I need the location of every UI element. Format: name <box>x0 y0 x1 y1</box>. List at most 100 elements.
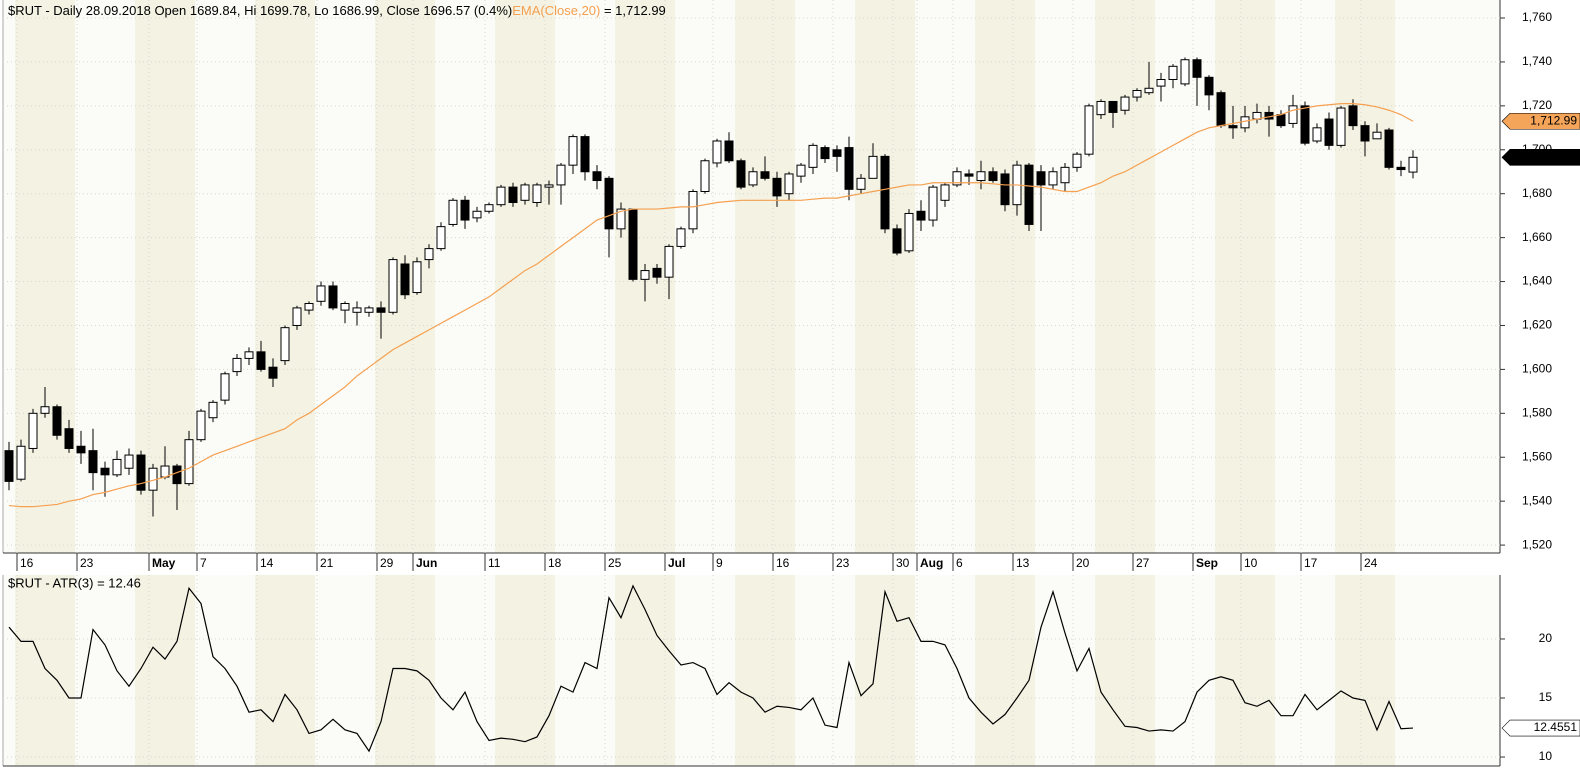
value-tag <box>1501 149 1580 166</box>
week-band <box>1215 0 1275 553</box>
candle-body <box>100 467 110 476</box>
y-tick-label: 1,740 <box>1522 54 1552 68</box>
candle-body <box>28 412 38 449</box>
candle-body <box>1084 105 1094 155</box>
x-tick-label: 17 <box>1304 556 1318 570</box>
candle-body <box>1408 156 1418 173</box>
candle-body <box>520 184 530 201</box>
series-line <box>8 584 1414 753</box>
y-tick-label: 1,720 <box>1522 98 1552 112</box>
value-tag <box>1501 719 1580 737</box>
x-tick-label: May <box>152 556 176 570</box>
candle-body <box>928 186 938 221</box>
x-tick-label: Sep <box>1196 556 1218 570</box>
candle-body <box>448 199 458 225</box>
y-tick-label: 1,600 <box>1522 362 1552 376</box>
candle-body <box>988 171 998 182</box>
candle-body <box>256 351 266 370</box>
x-tick-label: 23 <box>80 556 94 570</box>
week-band <box>1095 575 1155 766</box>
candle-body <box>880 155 890 230</box>
candle-body <box>40 406 50 414</box>
candle-body <box>664 245 674 278</box>
candle-body <box>688 191 698 230</box>
candle-body <box>604 177 614 230</box>
y-tick-label: 1,560 <box>1522 449 1552 463</box>
x-tick-label: 24 <box>1364 556 1378 570</box>
y-tick-label: 1,640 <box>1522 274 1552 288</box>
candle-body <box>1036 171 1046 186</box>
candle-body <box>496 186 506 206</box>
candle-body <box>1312 127 1322 142</box>
y-tick-label: 1,620 <box>1522 318 1552 332</box>
candle-body <box>424 248 434 261</box>
y-tick-label: 1,680 <box>1522 186 1552 200</box>
candle-body <box>376 307 386 313</box>
candle-body <box>964 173 974 177</box>
x-tick-label: 9 <box>716 556 723 570</box>
candle-body <box>292 307 302 326</box>
candle-body <box>1372 131 1382 140</box>
panel-title: $RUT - ATR(3) = 12.46 <box>8 575 141 590</box>
week-band <box>495 575 555 766</box>
candle-body <box>484 204 494 212</box>
candle-body <box>352 307 362 313</box>
candle-body <box>1180 59 1190 85</box>
candle-body <box>952 171 962 186</box>
candle-body <box>1156 79 1166 87</box>
candle-body <box>304 303 314 311</box>
week-band <box>15 575 75 766</box>
week-band <box>855 575 915 766</box>
candle-body <box>64 428 74 449</box>
candle-body <box>532 184 542 203</box>
candle-body <box>1072 153 1082 168</box>
y-tick-label: 1,660 <box>1522 230 1552 244</box>
candle-body <box>1300 105 1310 144</box>
background-layer <box>2 0 1501 767</box>
y-tick-label: 15 <box>1539 690 1553 704</box>
candle-body <box>940 184 950 201</box>
marks-layer: 1,520 1,540 1,560 1,580 1,600 1,620 1,640 1,660… <box>4 10 1580 763</box>
candle-body <box>4 450 14 482</box>
candle-body <box>388 259 398 313</box>
candle-body <box>796 164 806 177</box>
candle-body <box>220 373 230 401</box>
week-band <box>975 575 1035 766</box>
candle-body <box>328 285 338 309</box>
candle-body <box>916 210 926 221</box>
week-band <box>495 0 555 553</box>
candle-body <box>544 184 554 188</box>
week-band <box>855 0 915 553</box>
week-band <box>735 575 795 766</box>
x-tick-label: 23 <box>836 556 850 570</box>
candle-body <box>196 410 206 441</box>
candle-body <box>1000 173 1010 206</box>
candle-body <box>88 450 98 474</box>
x-tick-label: 21 <box>320 556 334 570</box>
candle-body <box>184 439 194 485</box>
candle-body <box>52 406 62 436</box>
candle-body <box>244 351 254 359</box>
x-tick-label: 30 <box>896 556 910 570</box>
candle-body <box>616 208 626 230</box>
y-tick-label: 1,520 <box>1522 537 1552 551</box>
x-tick-label: Jul <box>668 556 685 570</box>
candle-body <box>1360 125 1370 142</box>
candle-body <box>556 164 566 186</box>
x-tick-label: Jun <box>416 556 437 570</box>
candle-body <box>172 465 182 485</box>
x-tick-label: 11 <box>488 556 501 570</box>
candle-body <box>112 458 122 476</box>
candle-body <box>1324 118 1334 146</box>
x-tick-label: 20 <box>1076 556 1090 570</box>
candle-body <box>1096 100 1106 116</box>
candle-body <box>316 285 326 302</box>
candle-body <box>1144 87 1154 94</box>
candle-body <box>76 445 86 454</box>
week-band <box>975 0 1035 553</box>
candle-body <box>1168 65 1178 81</box>
candle-body <box>976 171 986 182</box>
value-tag <box>1501 112 1580 130</box>
candle-body <box>1216 92 1226 127</box>
candle-body <box>772 177 782 197</box>
